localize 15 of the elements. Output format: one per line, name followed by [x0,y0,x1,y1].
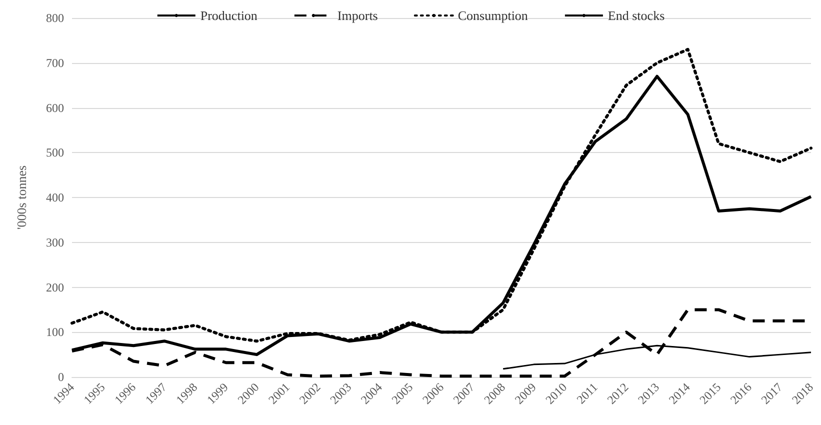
legend-label: Imports [337,8,378,23]
y-tick-label: 200 [46,280,64,294]
y-axis-title: '000s tonnes [14,165,29,230]
y-tick-label: 100 [46,325,64,340]
y-tick-label: 800 [46,11,64,25]
y-tick-label: 500 [46,146,64,160]
legend-label: Production [200,8,258,23]
legend-label: Consumption [458,8,528,23]
x-tick-label: 2011 [574,380,600,407]
y-tick-label: 700 [46,56,64,70]
legend-label: End stocks [608,8,665,23]
y-tick-label: 300 [46,235,64,250]
y-tick-label: 400 [46,190,64,204]
y-tick-label: 600 [46,100,64,115]
y-tick-label: 0 [58,370,64,384]
